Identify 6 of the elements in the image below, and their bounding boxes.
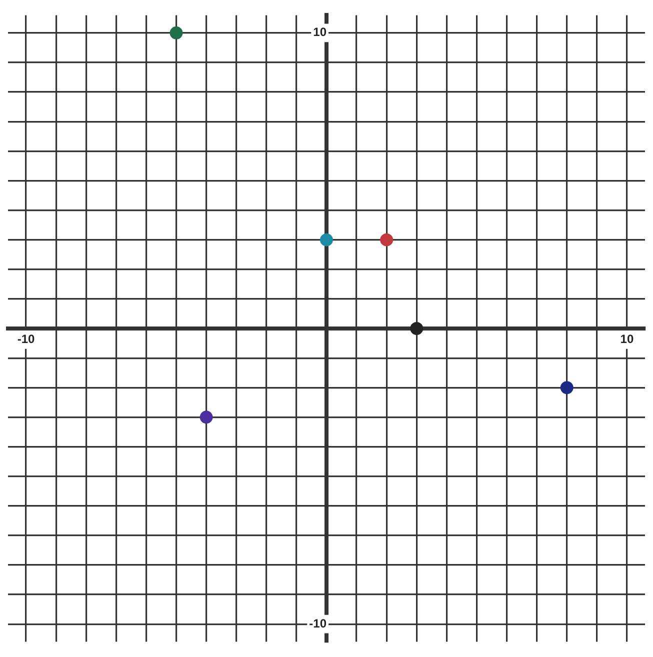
point	[320, 233, 333, 246]
point	[380, 233, 394, 246]
point	[410, 322, 424, 335]
point	[200, 410, 213, 424]
point	[170, 26, 183, 40]
point	[560, 381, 574, 394]
